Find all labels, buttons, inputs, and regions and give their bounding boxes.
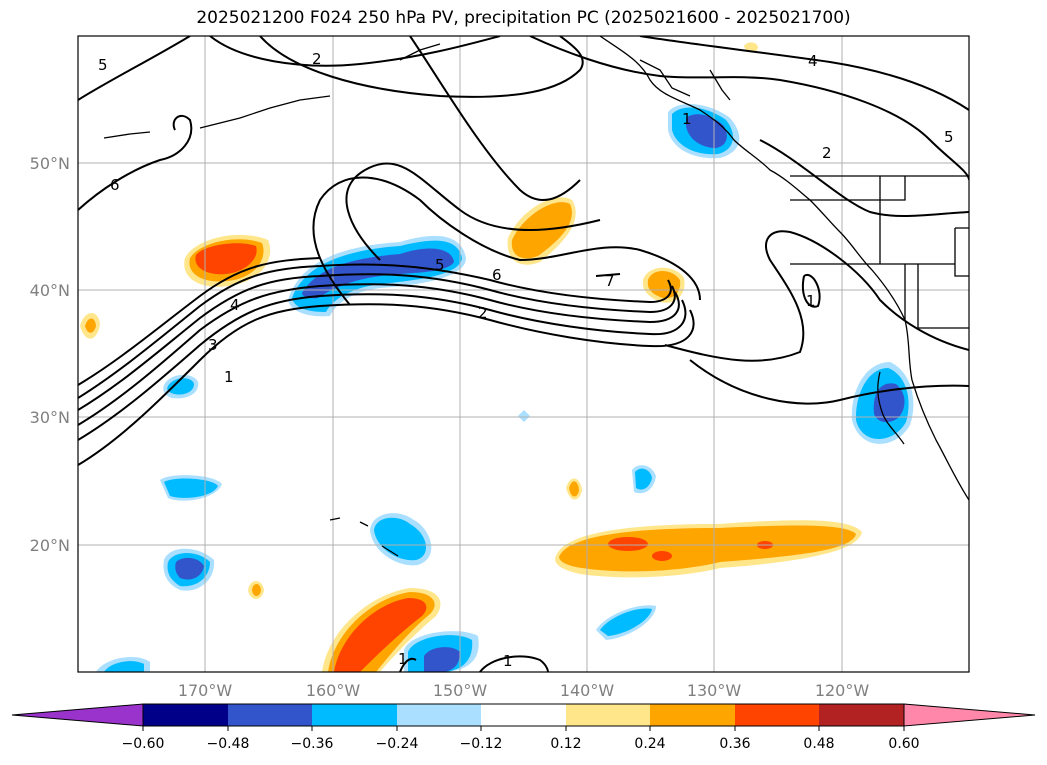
pv-label: 2 — [822, 144, 832, 162]
colorbar-segment — [397, 704, 481, 726]
lon-label: 130°W — [687, 681, 742, 700]
colorbar-tick: −0.12 — [460, 736, 503, 752]
colorbar-segment — [819, 704, 904, 726]
pv-label: 2 — [478, 304, 488, 322]
lon-labels: 170°W 160°W 150°W 140°W 130°W 120°W — [178, 681, 870, 700]
colorbar: −0.60 −0.48 −0.36 −0.24 −0.12 0.12 0.24 … — [11, 703, 1036, 752]
colorbar-tick: 0.12 — [550, 736, 581, 752]
colorbar-segment — [312, 704, 397, 726]
colorbar-tick: −0.24 — [376, 736, 419, 752]
pv-contour-labels: 5 2 4 2 5 6 4 3 1 5 6 2 7 1 1 1 1 — [98, 50, 954, 670]
pv-label: 6 — [492, 266, 502, 284]
pv-label: 1 — [224, 368, 234, 386]
colorbar-tick: −0.60 — [122, 736, 165, 752]
lat-label: 30°N — [30, 408, 70, 427]
colorbar-tick: 0.60 — [888, 736, 919, 752]
pv-label: 3 — [208, 336, 218, 354]
colorbar-low-extend — [11, 703, 144, 727]
lon-label: 150°W — [433, 681, 488, 700]
colorbar-segment — [143, 704, 228, 726]
lon-label: 140°W — [560, 681, 615, 700]
colorbar-tick: 0.36 — [719, 736, 750, 752]
colorbar-segment — [735, 704, 819, 726]
lat-label: 50°N — [30, 154, 70, 173]
lat-label: 40°N — [30, 281, 70, 300]
pv-contours — [78, 36, 969, 672]
colorbar-tick: −0.36 — [291, 736, 334, 752]
colorbar-segment — [481, 704, 566, 726]
pv-label: 1 — [806, 292, 816, 310]
pv-label: 5 — [98, 56, 108, 74]
colorbar-tick: −0.48 — [207, 736, 250, 752]
colorbar-segment — [650, 704, 735, 726]
pv-label: 4 — [808, 52, 818, 70]
pv-label: 1 — [398, 650, 408, 668]
map-title: 2025021200 F024 250 hPa PV, precipitatio… — [196, 8, 851, 28]
lat-labels: 50°N 40°N 30°N 20°N — [30, 154, 70, 555]
colorbar-high-extend — [903, 703, 1036, 727]
lon-label: 170°W — [178, 681, 233, 700]
gridlines — [78, 36, 969, 672]
pv-label: 4 — [230, 296, 240, 314]
colorbar-tick: 0.24 — [634, 736, 665, 752]
coastlines — [103, 36, 969, 557]
map-area: 5 2 4 2 5 6 4 3 1 5 6 2 7 1 1 1 1 — [78, 36, 969, 672]
lon-label: 120°W — [815, 681, 870, 700]
pv-label: 5 — [944, 128, 954, 146]
pv-label: 5 — [435, 256, 445, 274]
colorbar-tick: 0.48 — [803, 736, 834, 752]
colorbar-segment — [228, 704, 312, 726]
pv-label: 2 — [312, 50, 322, 68]
pv-label: 7 — [605, 272, 615, 290]
pv-label: 1 — [503, 652, 513, 670]
pv-label: 6 — [110, 176, 120, 194]
pv-label: 1 — [682, 110, 692, 128]
colorbar-segment — [566, 704, 650, 726]
lat-label: 20°N — [30, 536, 70, 555]
lon-label: 160°W — [306, 681, 361, 700]
map-frame — [77, 35, 970, 673]
